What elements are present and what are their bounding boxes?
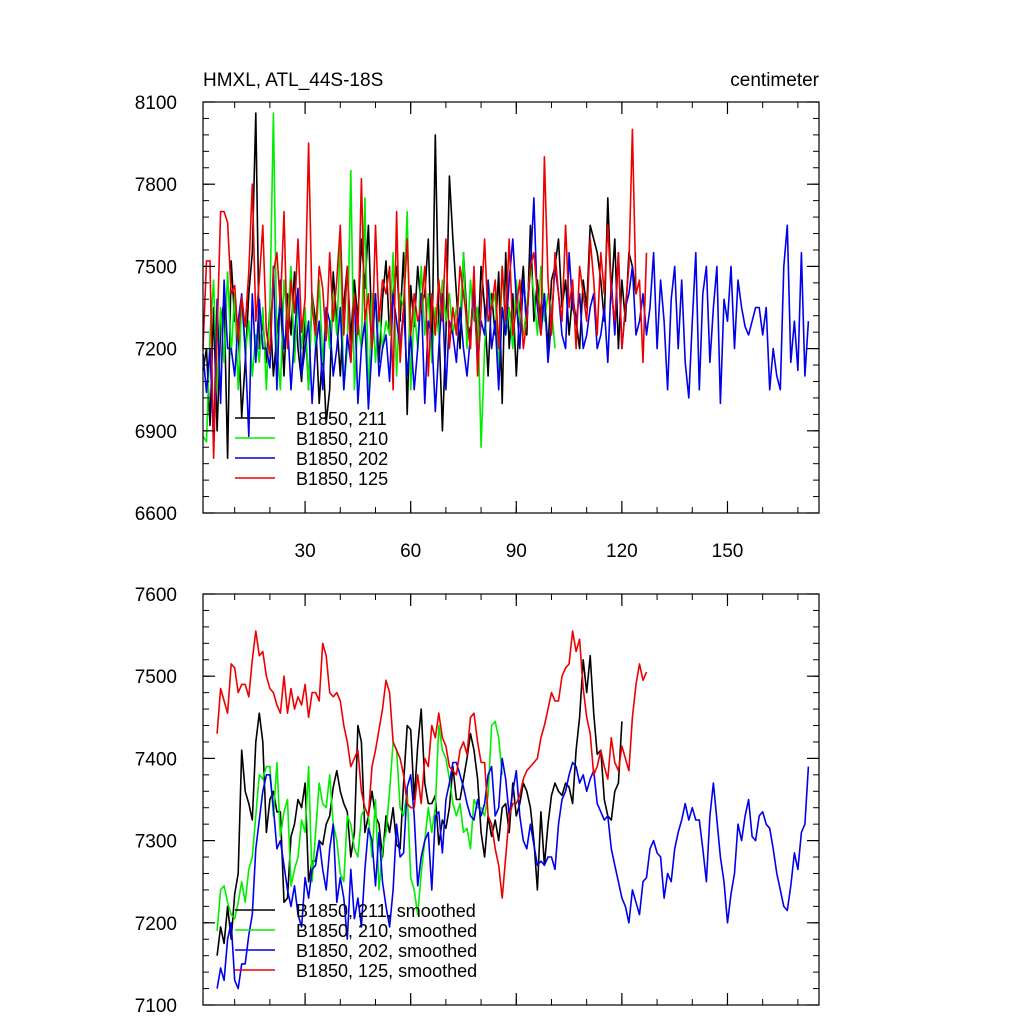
bottom-panel-series <box>216 630 810 990</box>
bottom-legend-label-0: B1850, 211, smoothed <box>296 901 476 921</box>
bottom-plot-frame <box>202 593 820 1006</box>
top-panel-units: centimeter <box>730 70 819 91</box>
bottom-y-tick-label: 7200 <box>135 914 177 935</box>
top-panel-ticks: 6600 6900 7200 7500 7800 8100 30 60 90 120 150 <box>135 93 819 562</box>
bottom-panel: 7100 7200 7300 7400 7500 7600 B1850, 211, smo… <box>135 585 820 1017</box>
bottom-y-tick-label: 7100 <box>135 996 177 1017</box>
bottom-y-tick-label: 7400 <box>135 749 177 770</box>
bottom-panel-ticks: 7100 7200 7300 7400 7500 7600 <box>135 585 819 1017</box>
top-x-tick-label: 90 <box>506 541 527 562</box>
top-y-tick-label: 7500 <box>135 257 177 278</box>
bottom-series-line-0 <box>216 654 623 956</box>
top-y-tick-label: 7800 <box>135 175 177 196</box>
bottom-series-line-3 <box>216 630 648 899</box>
top-y-tick-label: 6600 <box>135 504 177 525</box>
top-legend-label-3: B1850, 125 <box>296 469 388 489</box>
bottom-series-line-2 <box>216 757 810 990</box>
bottom-legend-label-3: B1850, 125, smoothed <box>296 961 477 981</box>
top-x-tick-label: 120 <box>606 541 638 562</box>
top-x-tick-label: 30 <box>295 541 316 562</box>
top-series-line-2 <box>202 197 810 446</box>
top-series-line-3 <box>202 128 648 460</box>
top-legend-label-1: B1850, 210 <box>296 429 388 449</box>
bottom-y-tick-label: 7500 <box>135 667 177 688</box>
top-y-tick-label: 7200 <box>135 340 177 361</box>
bottom-y-tick-label: 7600 <box>135 585 177 606</box>
top-x-tick-label: 150 <box>712 541 744 562</box>
top-legend-label-2: B1850, 202 <box>296 449 388 469</box>
bottom-series-line-1 <box>216 720 503 932</box>
top-plot-frame <box>202 101 820 514</box>
bottom-y-tick-label: 7300 <box>135 832 177 853</box>
top-panel-series <box>202 112 810 460</box>
bottom-legend-label-2: B1850, 202, smoothed <box>296 941 477 961</box>
top-y-tick-label: 6900 <box>135 422 177 443</box>
top-x-tick-label: 60 <box>400 541 421 562</box>
top-panel-title: HMXL, ATL_44S-18S <box>203 70 383 91</box>
top-y-tick-label: 8100 <box>135 93 177 114</box>
top-legend-label-0: B1850, 211 <box>296 409 387 429</box>
top-panel: HMXL, ATL_44S-18S centimeter 6600 6900 720… <box>135 70 820 562</box>
bottom-legend-label-1: B1850, 210, smoothed <box>296 921 477 941</box>
